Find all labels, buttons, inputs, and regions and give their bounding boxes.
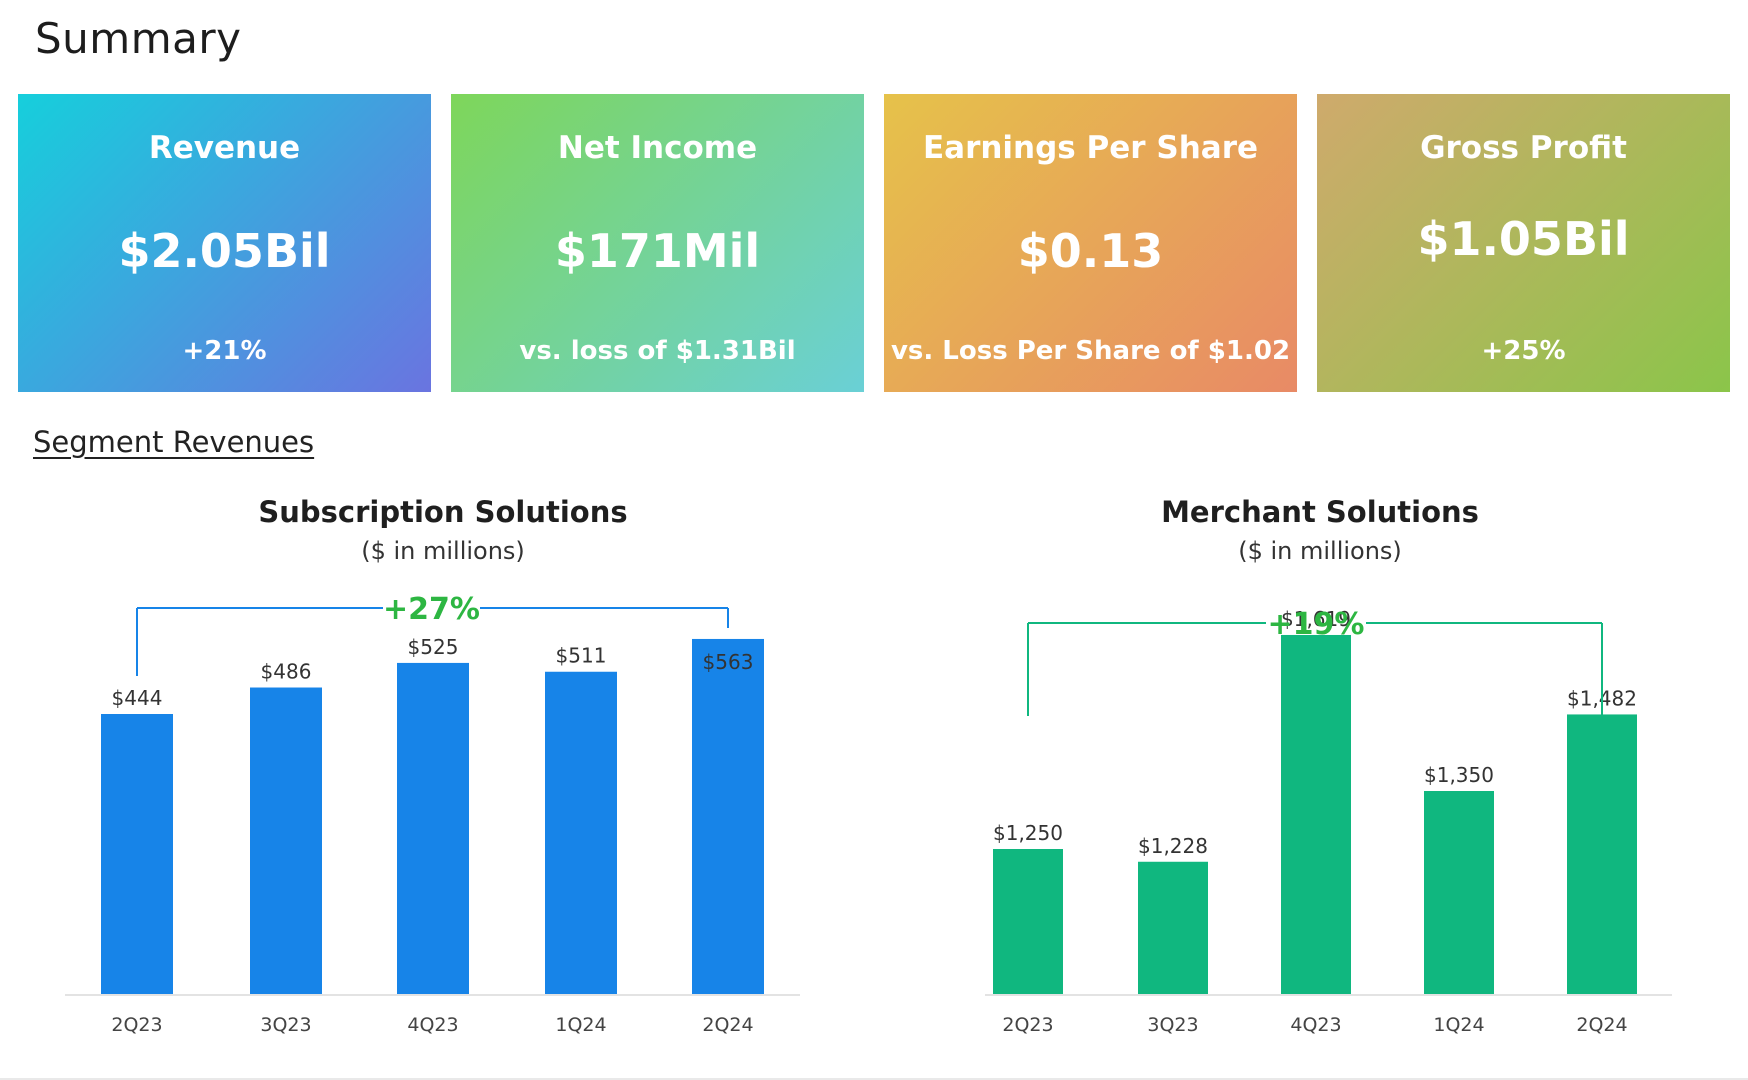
x-tick-label: 1Q24: [555, 1014, 606, 1036]
bar-2q24: [692, 638, 764, 994]
value-label: $1,228: [1138, 834, 1208, 858]
revenue-card: Revenue $2.05Bil +21%: [18, 94, 431, 392]
bar-1q24: [545, 671, 617, 994]
bar-4q23: [1281, 634, 1351, 994]
card-change: +21%: [182, 336, 267, 366]
x-tick-label: 1Q24: [1433, 1014, 1484, 1036]
value-label: $525: [408, 635, 459, 659]
card-value: $1.05Bil: [1417, 212, 1630, 266]
x-tick-label: 2Q24: [1576, 1014, 1627, 1036]
card-value: $171Mil: [554, 224, 761, 278]
gross-profit-card: Gross Profit $1.05Bil +25%: [1317, 94, 1730, 392]
value-label: $1,250: [993, 821, 1063, 845]
bar-4q23: [397, 662, 469, 994]
page-title: Summary: [35, 14, 242, 63]
subscription-chart-subtitle: ($ in millions): [361, 537, 525, 565]
x-tick-label: 2Q24: [702, 1014, 753, 1036]
x-tick-label: 2Q23: [111, 1014, 162, 1036]
bar-1q24: [1424, 791, 1494, 994]
card-label: Gross Profit: [1420, 130, 1627, 166]
card-label: Earnings Per Share: [922, 130, 1259, 166]
card-change: vs. loss of $1.31Bil: [519, 336, 796, 366]
merchant-chart-title: Merchant Solutions: [1161, 495, 1479, 529]
value-label: $1,350: [1424, 763, 1494, 787]
value-label: $511: [556, 644, 607, 668]
x-tick-label: 3Q23: [260, 1014, 311, 1036]
x-tick-label: 4Q23: [407, 1014, 458, 1036]
x-tick-label: 2Q23: [1002, 1014, 1053, 1036]
card-value: $2.05Bil: [118, 224, 331, 278]
card-change: +25%: [1481, 336, 1566, 366]
merchant-chart-subtitle: ($ in millions): [1238, 537, 1402, 565]
bar-2q24: [1567, 714, 1637, 994]
value-label: $563: [703, 650, 754, 674]
growth-label: +19%: [1268, 607, 1365, 642]
card-label: Revenue: [148, 130, 301, 166]
card-value: $0.13: [1017, 224, 1164, 278]
growth-label: +27%: [383, 592, 480, 627]
card-label: Net Income: [557, 130, 758, 166]
bar-3q23: [1138, 861, 1208, 994]
bar-2q23: [101, 714, 173, 994]
bar-2q23: [993, 849, 1063, 994]
earnings-per-share-card: Earnings Per Share $0.13 vs. Loss Per Sh…: [884, 94, 1297, 392]
x-tick-label: 3Q23: [1147, 1014, 1198, 1036]
card-change: vs. Loss Per Share of $1.02: [890, 336, 1291, 366]
bar-3q23: [250, 687, 322, 994]
value-label: $486: [261, 660, 312, 684]
bottom-divider: [0, 1078, 1748, 1080]
x-tick-label: 4Q23: [1290, 1014, 1341, 1036]
subscription-chart-title: Subscription Solutions: [258, 495, 628, 529]
net-income-card: Net Income $171Mil vs. loss of $1.31Bil: [451, 94, 864, 392]
segment-revenues-heading: Segment Revenues: [33, 425, 315, 459]
value-label: $1,619: [1281, 607, 1351, 631]
value-label: $444: [112, 686, 163, 710]
